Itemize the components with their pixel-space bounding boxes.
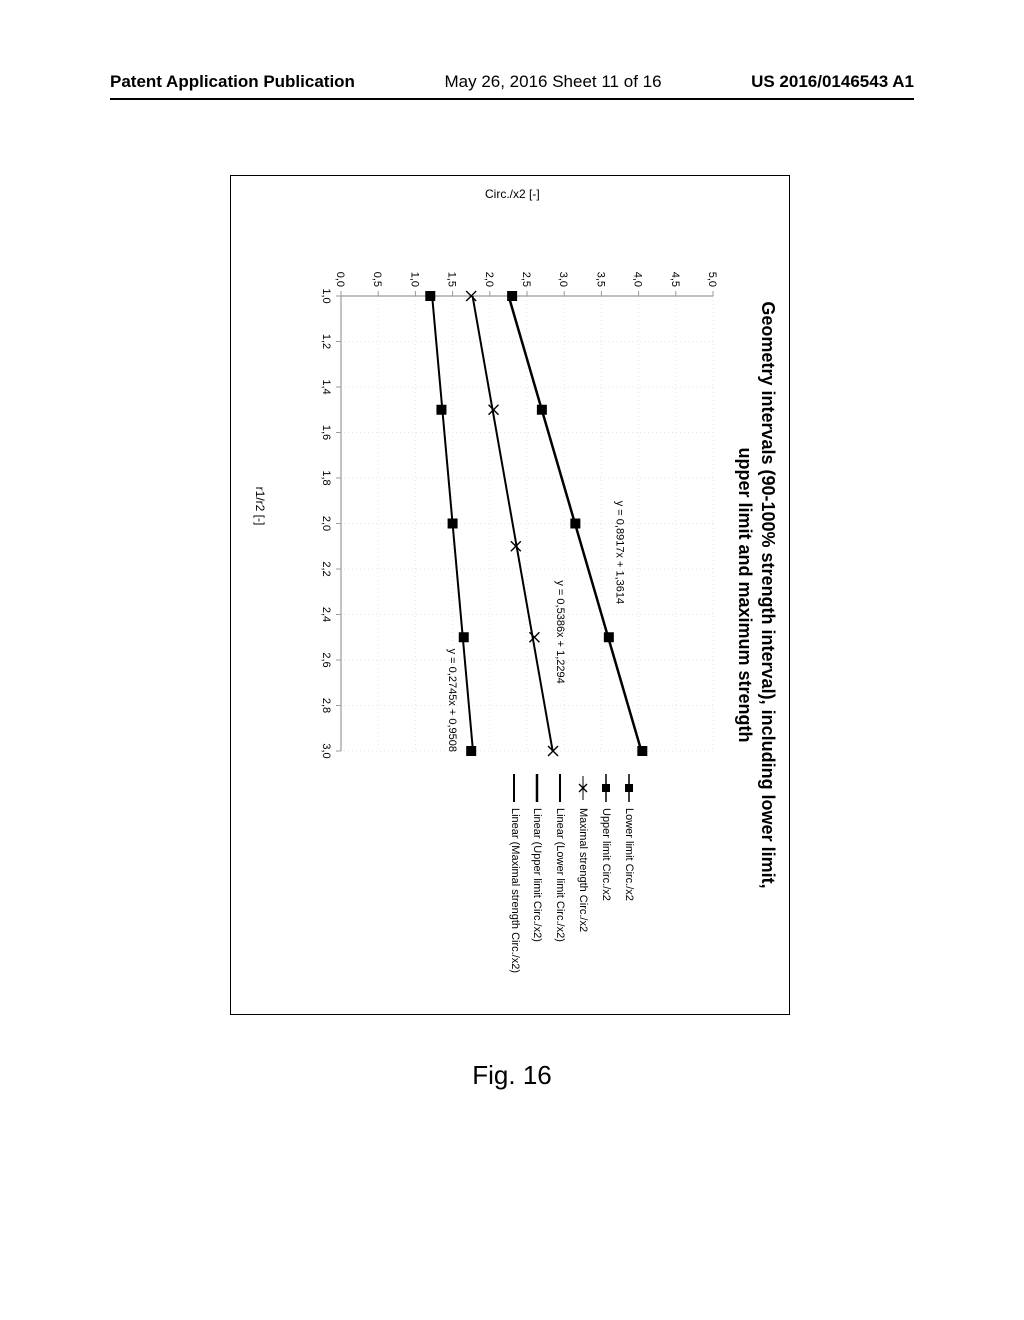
svg-text:y = 0,5386x + 1,2294: y = 0,5386x + 1,2294: [554, 580, 566, 683]
svg-text:1,0: 1,0: [408, 272, 420, 287]
plot-area: 1,0 1,2 1,4 1,6 1,8 2,0 2,2 2,4 2,6 2,8 3,0 0,0 0,5 1…: [299, 251, 719, 761]
svg-text:2,6: 2,6: [320, 652, 332, 667]
legend-label: Linear (Upper limit Circ./x2): [527, 808, 548, 942]
svg-text:2,8: 2,8: [320, 698, 332, 713]
legend-label: Lower limit Circ./x2: [618, 808, 639, 901]
header-left: Patent Application Publication: [110, 72, 355, 92]
svg-text:0,5: 0,5: [371, 272, 383, 287]
plot-svg: 1,0 1,2 1,4 1,6 1,8 2,0 2,2 2,4 2,6 2,8 3,0 0,0 0,5 1…: [299, 251, 719, 761]
figure-frame: Geometry intervals (90-100% strength int…: [230, 175, 790, 1015]
svg-text:2,0: 2,0: [483, 272, 495, 287]
figure-caption: Fig. 16: [0, 1060, 1024, 1091]
legend-item: Maximal strength Circ./x2: [572, 774, 593, 989]
legend-label: Upper limit Circ./x2: [595, 808, 616, 901]
figure-rotated-wrap: Geometry intervals (90-100% strength int…: [90, 255, 930, 935]
legend-item: Linear (Lower limit Circ./x2): [549, 774, 570, 989]
svg-text:1,4: 1,4: [320, 379, 332, 394]
svg-text:2,0: 2,0: [320, 516, 332, 531]
svg-text:y = 0,2745x + 0,9508: y = 0,2745x + 0,9508: [446, 649, 458, 752]
legend-swatch-icon: [508, 774, 520, 802]
chart-body: Circ./x2 [-] 1,01,21,41,61,82,02,22,42,6…: [251, 196, 719, 994]
legend-label: Maximal strength Circ./x2: [572, 808, 593, 932]
chart-title-line1: Geometry intervals (90-100% strength int…: [758, 301, 778, 888]
svg-text:4,5: 4,5: [669, 272, 681, 287]
legend-swatch-icon: [554, 774, 566, 802]
svg-text:1,5: 1,5: [446, 272, 458, 287]
legend-swatch-icon: [623, 774, 635, 802]
svg-text:1,8: 1,8: [320, 470, 332, 485]
legend-item: Linear (Maximal strength Circ./x2): [504, 774, 525, 989]
legend-label: Linear (Maximal strength Circ./x2): [504, 808, 525, 973]
header-center: May 26, 2016 Sheet 11 of 16: [444, 72, 661, 92]
svg-text:2,2: 2,2: [320, 561, 332, 576]
legend: Lower limit Circ./x2Upper limit Circ./x2…: [502, 774, 639, 989]
svg-text:3,0: 3,0: [557, 272, 569, 287]
svg-text:2,4: 2,4: [320, 607, 332, 622]
svg-text:1,2: 1,2: [320, 334, 332, 349]
svg-text:3,5: 3,5: [594, 272, 606, 287]
legend-item: Upper limit Circ./x2: [595, 774, 616, 989]
legend-swatch-icon: [531, 774, 543, 802]
y-axis-label: Circ./x2 [-]: [485, 187, 540, 201]
chart-title: Geometry intervals (90-100% strength int…: [732, 176, 789, 1014]
svg-text:1,0: 1,0: [320, 288, 332, 303]
legend-item: Lower limit Circ./x2: [618, 774, 639, 989]
svg-text:4,0: 4,0: [632, 272, 644, 287]
header-right: US 2016/0146543 A1: [751, 72, 914, 92]
legend-item: Linear (Upper limit Circ./x2): [527, 774, 548, 989]
svg-text:2,5: 2,5: [520, 272, 532, 287]
svg-text:y = 0,8917x + 1,3614: y = 0,8917x + 1,3614: [613, 501, 625, 604]
chart-title-line2: upper limit and maximum strength: [736, 447, 756, 742]
svg-text:5,0: 5,0: [706, 272, 718, 287]
x-axis-label: r1/r2 [-]: [253, 251, 267, 761]
legend-swatch-icon: [577, 774, 589, 802]
legend-swatch-icon: [600, 774, 612, 802]
header-rule: [110, 98, 914, 100]
page-header: Patent Application Publication May 26, 2…: [0, 72, 1024, 92]
svg-text:3,0: 3,0: [320, 743, 332, 758]
svg-text:0,0: 0,0: [334, 272, 346, 287]
svg-text:1,6: 1,6: [320, 425, 332, 440]
legend-label: Linear (Lower limit Circ./x2): [549, 808, 570, 942]
